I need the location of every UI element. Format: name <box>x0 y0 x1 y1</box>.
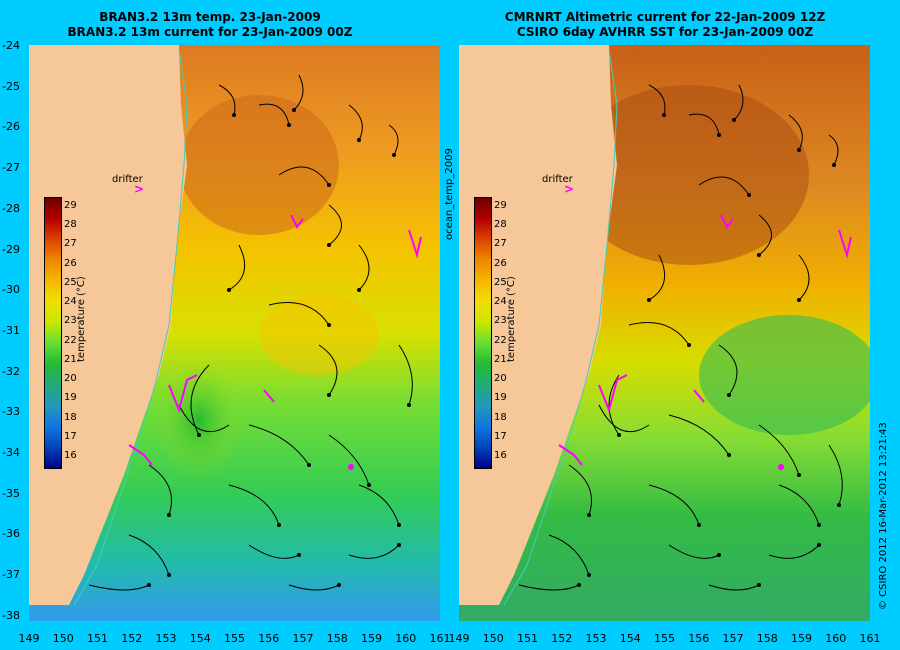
colorbar-tick-label: 25 <box>64 276 77 288</box>
x-tick-label: 154 <box>619 632 641 645</box>
colorbar-tick-label: 27 <box>64 238 77 250</box>
colorbar-tick-label: 25 <box>494 276 507 288</box>
x-tick-label: 159 <box>791 632 812 645</box>
x-tick-label: 158 <box>756 632 778 645</box>
x-tick-label: 159 <box>361 632 382 645</box>
y-tick-label: -37 <box>2 568 20 582</box>
x-tick-label: 158 <box>326 632 348 645</box>
colorbar-tick-label: 22 <box>494 334 507 346</box>
y-tick-label: -24 <box>2 39 20 52</box>
x-tick-label: 154 <box>189 632 211 645</box>
x-tick-label: 160 <box>395 632 417 645</box>
colorbar-right <box>474 197 492 469</box>
x-tick-label: 153 <box>585 632 607 645</box>
right-title: CMRNRT Altimetric current for 22-Jan-200… <box>500 10 830 40</box>
y-tick-label: -35 <box>2 486 20 500</box>
right-title-line-1: CMRNRT Altimetric current for 22-Jan-200… <box>504 10 826 24</box>
left-map <box>29 45 440 621</box>
colorbar-tick-label: 23 <box>494 315 507 327</box>
x-tick-label: 156 <box>258 632 280 645</box>
x-tick-label: 155 <box>224 632 245 645</box>
drifter-label-right: drifter <box>542 174 573 185</box>
x-tick-label: 160 <box>825 632 847 645</box>
colorbar-tick-label: 21 <box>64 353 77 365</box>
left-title-line-1: BRAN3.2 13m temp. 23-Jan-2009 <box>99 10 321 24</box>
y-tick-label: -31 <box>2 323 20 337</box>
y-tick-label: -25 <box>2 79 20 93</box>
y-tick-label: -36 <box>2 527 20 541</box>
colorbar-tick-label: 28 <box>64 219 77 231</box>
colorbar-tick-label: 21 <box>494 353 507 365</box>
y-tick-label: -26 <box>2 120 20 134</box>
x-tick-label: 150 <box>482 632 504 645</box>
x-tick-label: 152 <box>551 632 573 645</box>
y-tick-label: -27 <box>2 161 20 175</box>
x-tick-label: 149 <box>18 632 40 645</box>
y-tick-label: -34 <box>2 446 20 459</box>
colorbar-tick-label: 23 <box>64 315 77 327</box>
left-title-line-2: BRAN3.2 13m current for 23-Jan-2009 00Z <box>67 25 353 39</box>
colorbar-tick-label: 18 <box>494 411 507 423</box>
x-tick-label: 157 <box>722 632 744 645</box>
y-tick-label: -28 <box>2 201 20 215</box>
colorbar-title-right: temperature (°C) <box>506 276 517 362</box>
credit-label: © CSIRO 2012 16-Mar-2012 13:21:43 <box>878 422 889 610</box>
left-map-panel <box>29 45 440 621</box>
colorbar-tick-label: 22 <box>64 334 77 346</box>
colorbar-tick-label: 26 <box>494 257 507 269</box>
colorbar-title-left: temperature (°C) <box>76 276 87 362</box>
x-tick-label: 161 <box>859 632 881 645</box>
colorbar-tick-label: 16 <box>64 450 77 461</box>
colorbar-tick-label: 24 <box>494 296 507 308</box>
colorbar-tick-label: 18 <box>64 411 77 423</box>
right-map <box>459 45 870 621</box>
x-tick-label: 153 <box>155 632 177 645</box>
y-tick-label: -29 <box>2 242 20 256</box>
x-tick-label: 161 <box>429 632 451 645</box>
x-tick-label: 149 <box>448 632 470 645</box>
colorbar-tick-label: 20 <box>64 373 77 385</box>
colorbar-tick-label: 16 <box>494 450 507 461</box>
colorbar-tick-label: 29 <box>494 200 507 211</box>
colorbar-tick-label: 17 <box>494 430 507 442</box>
colorbar-tick-label: 29 <box>64 200 77 211</box>
right-map-panel <box>459 45 870 621</box>
drifter-label-left: drifter <box>112 174 143 185</box>
colorbar-tick-label: 28 <box>494 219 507 231</box>
x-tick-label: 157 <box>292 632 314 645</box>
y-tick-label: -30 <box>2 283 20 297</box>
y-tick-label: -32 <box>2 364 20 378</box>
colorbar-tick-label: 26 <box>64 257 77 269</box>
colorbar-tick-label: 19 <box>494 392 507 404</box>
x-tick-label: 156 <box>688 632 710 645</box>
colorbar-tick-label: 20 <box>494 373 507 385</box>
colorbar-left <box>44 197 62 469</box>
drifter-marker-left: > <box>134 182 145 196</box>
left-title: BRAN3.2 13m temp. 23-Jan-2009 BRAN3.2 13… <box>60 10 360 40</box>
y-tick-label: -38 <box>2 608 20 622</box>
x-tick-label: 151 <box>87 632 108 645</box>
colorbar-tick-label: 27 <box>494 238 507 250</box>
x-tick-label: 151 <box>517 632 538 645</box>
x-tick-label: 155 <box>654 632 675 645</box>
middle-vertical-label: ocean_temp_2009 <box>444 148 455 240</box>
drifter-marker-right: > <box>564 182 575 196</box>
x-tick-label: 152 <box>121 632 143 645</box>
x-tick-label: 150 <box>52 632 74 645</box>
colorbar-tick-label: 17 <box>64 430 77 442</box>
colorbar-tick-label: 19 <box>64 392 77 404</box>
y-tick-label: -33 <box>2 405 20 419</box>
colorbar-tick-label: 24 <box>64 296 77 308</box>
right-title-line-2: CSIRO 6day AVHRR SST for 23-Jan-2009 00Z <box>516 25 814 39</box>
